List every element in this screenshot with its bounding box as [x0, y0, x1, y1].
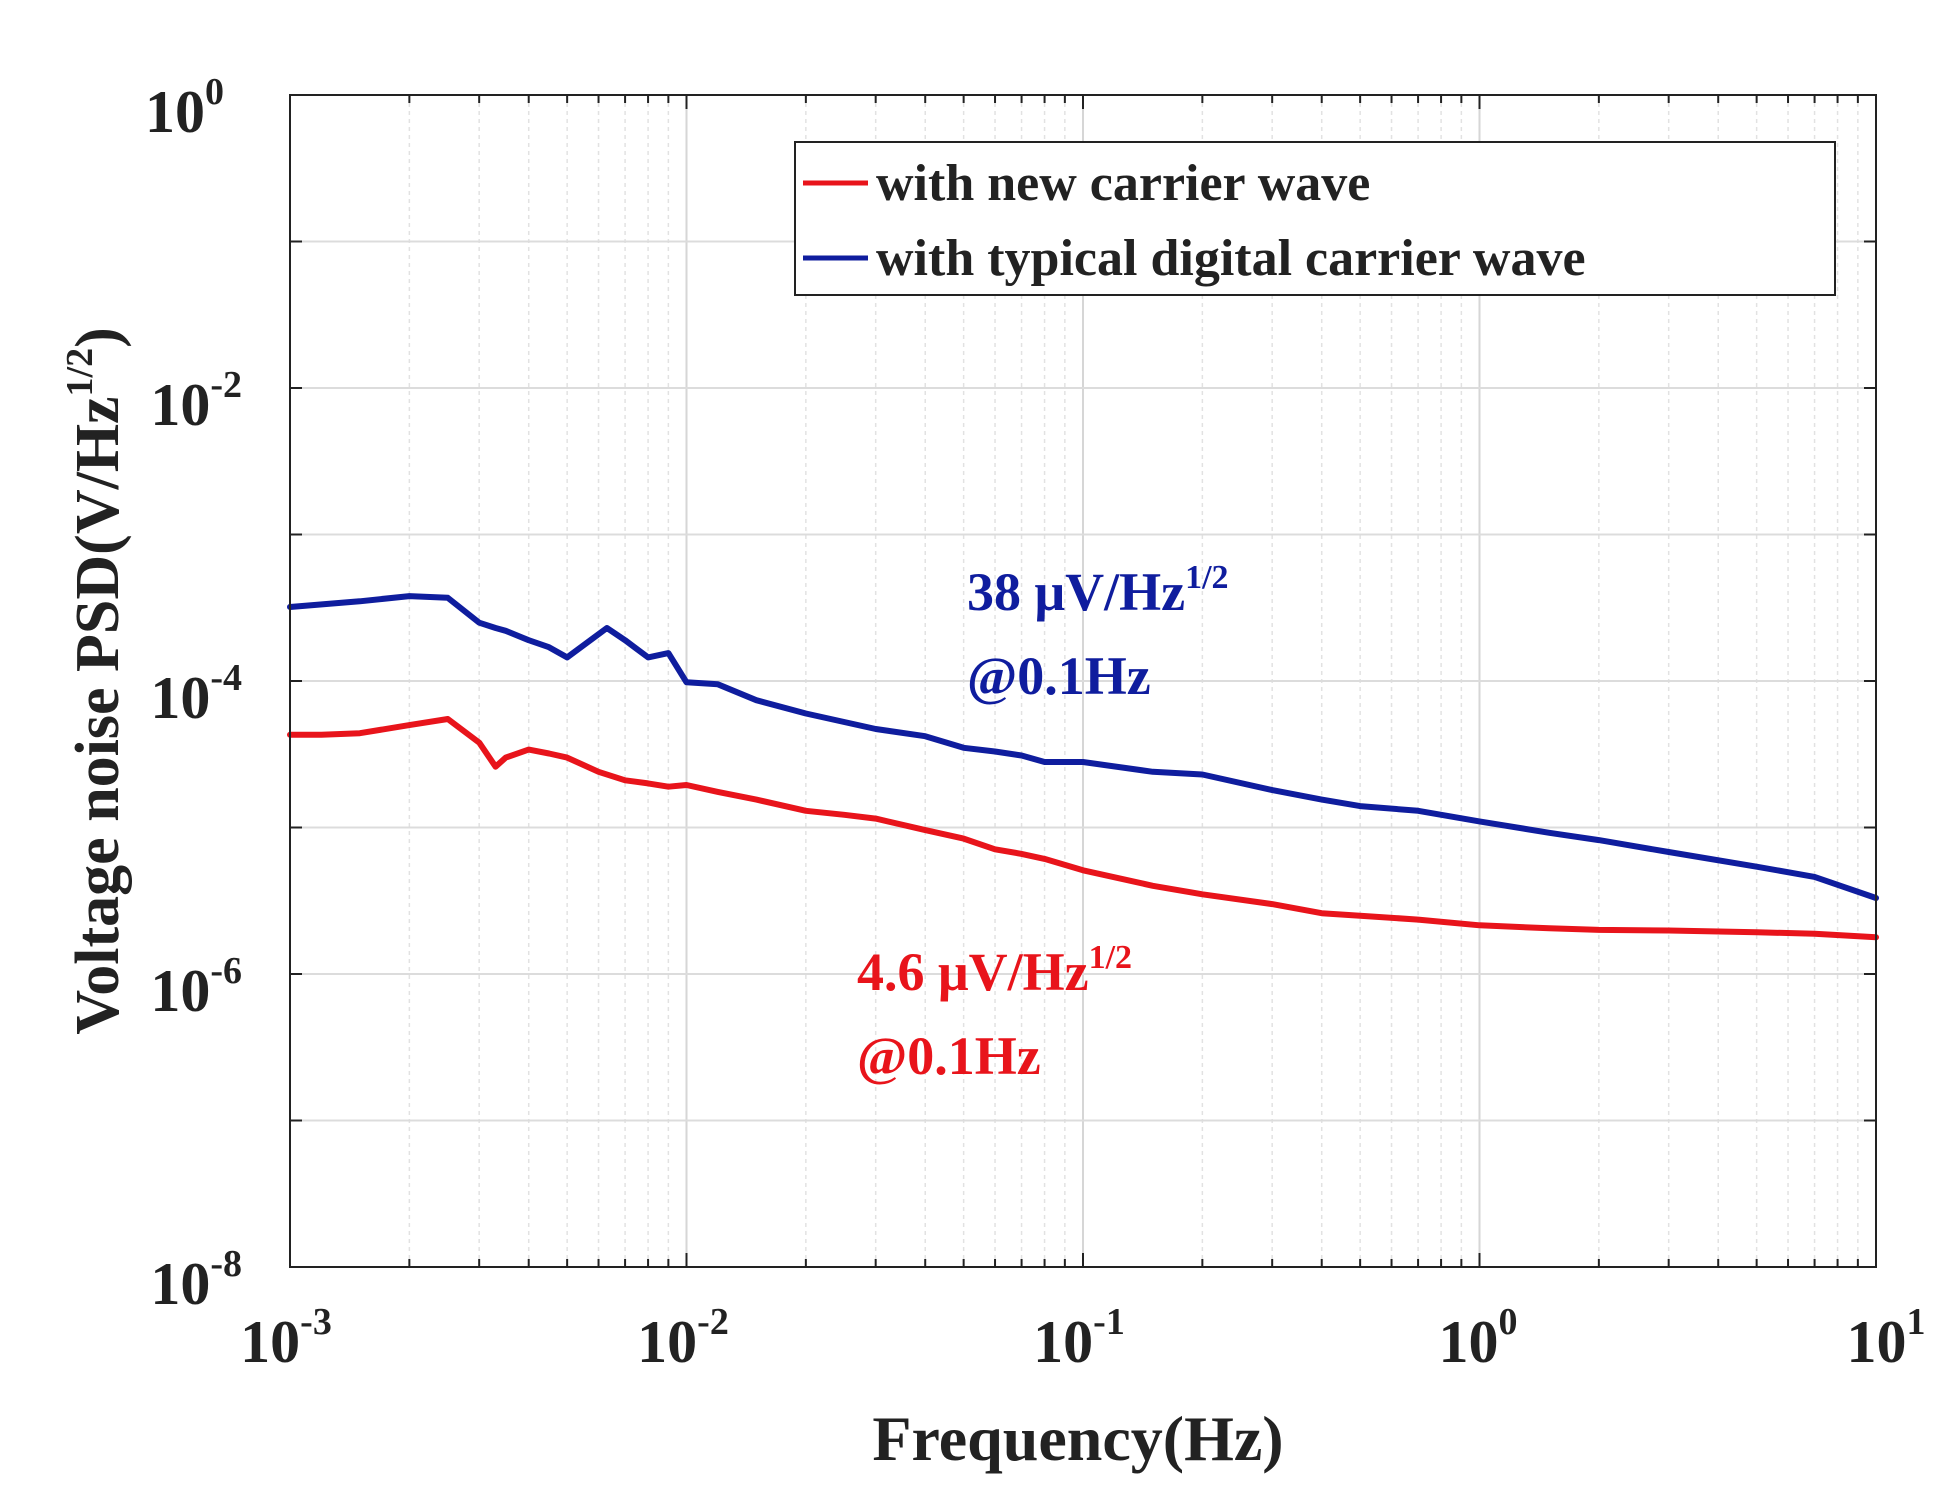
legend: with new carrier wave with typical digit… [794, 141, 1836, 296]
annotation-value: 38 μV/Hz1/2 [967, 559, 1229, 622]
series-layer [287, 593, 1879, 941]
annotation-frequency: @0.1Hz [967, 646, 1151, 706]
x-tick-labels: 10-3 10-2 10-1 100 101 [240, 1301, 1925, 1375]
legend-label: with typical digital carrier wave [876, 230, 1586, 287]
legend-label: with new carrier wave [876, 155, 1370, 212]
x-tick-label: 10-1 [1033, 1301, 1125, 1375]
x-tick-label: 100 [1439, 1301, 1518, 1375]
series-line-digital-carrier [287, 593, 1879, 901]
x-axis-label: Frequency(Hz) [872, 1403, 1283, 1474]
annotation-blue: 38 μV/Hz1/2 @0.1Hz [967, 559, 1229, 706]
y-axis-label: Voltage noise PSD(V/Hz1/2) [59, 327, 132, 1035]
x-tick-label: 101 [1847, 1301, 1926, 1375]
tick-marks [289, 94, 1876, 1268]
y-tick-label: 10-4 [150, 657, 242, 731]
y-tick-label: 10-6 [150, 950, 242, 1024]
x-tick-label: 10-3 [240, 1301, 332, 1375]
x-tick-label: 10-2 [637, 1301, 729, 1375]
annotation-frequency: @0.1Hz [857, 1026, 1041, 1086]
series-line-new-carrier [287, 716, 1879, 941]
y-tick-label: 10-2 [150, 364, 242, 438]
legend-box [794, 141, 1836, 296]
y-tick-labels: 100 10-2 10-4 10-6 10-8 [145, 71, 242, 1317]
y-tick-label: 10-8 [150, 1243, 242, 1317]
annotation-value: 4.6 μV/Hz1/2 [857, 939, 1132, 1002]
y-tick-label: 100 [145, 71, 224, 145]
annotation-red: 4.6 μV/Hz1/2 @0.1Hz [857, 939, 1132, 1086]
